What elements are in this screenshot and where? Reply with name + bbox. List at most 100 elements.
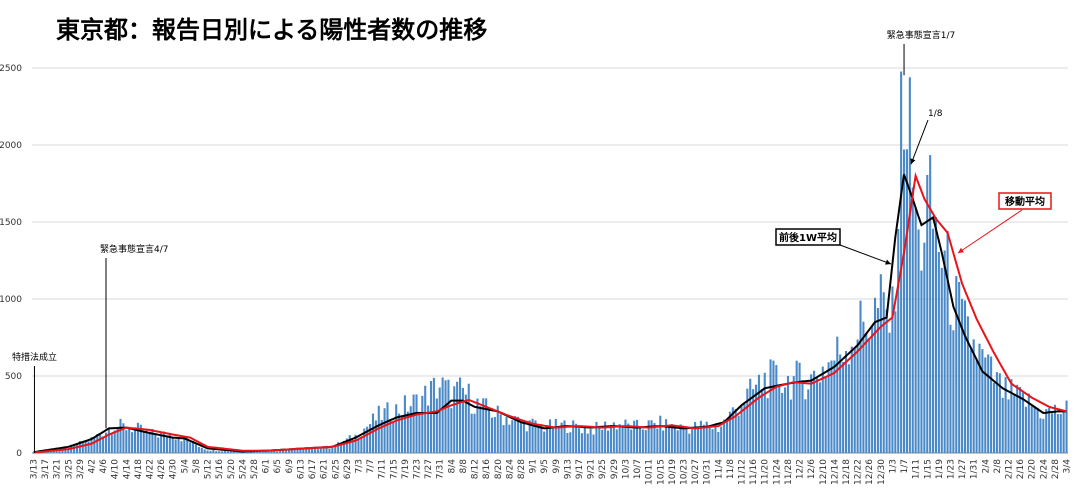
bar (1021, 392, 1025, 453)
bar (418, 414, 421, 453)
bar (467, 383, 470, 453)
bar (519, 422, 523, 453)
x-tick-label: 5/12 (204, 459, 214, 479)
x-tick-label: 7/27 (424, 459, 434, 479)
bar (868, 338, 871, 453)
x-tick-label: 11/24 (772, 459, 782, 485)
bar (702, 424, 705, 453)
bar (87, 441, 90, 453)
bar (319, 447, 322, 453)
bar (711, 429, 714, 453)
bar (1039, 418, 1042, 453)
y-tick-label: 2500 (0, 64, 22, 74)
bar (995, 372, 998, 453)
bar (151, 428, 154, 453)
bar (241, 452, 244, 453)
legend-arrowhead-moving-average (958, 247, 964, 253)
bar (621, 426, 624, 453)
bar (84, 440, 87, 453)
x-tick-label: 8/12 (471, 459, 481, 479)
x-tick-label: 3/29 (76, 459, 86, 479)
x-tick-label: 12/10 (819, 459, 829, 485)
bar (273, 451, 276, 453)
bar (818, 382, 821, 453)
bar (276, 451, 279, 453)
bar (432, 377, 435, 453)
bar (229, 451, 232, 453)
bar (342, 440, 346, 453)
bar (299, 448, 302, 453)
bar (688, 433, 691, 453)
x-tick-label: 5/8 (192, 459, 202, 474)
bar (528, 420, 531, 453)
bar (807, 389, 810, 453)
bar (340, 443, 343, 453)
x-tick-label: 1/7 (900, 459, 910, 473)
bar (865, 333, 868, 453)
bar (145, 428, 148, 453)
bar (305, 447, 308, 453)
bar (577, 428, 581, 453)
bar (557, 426, 560, 453)
bar (125, 430, 128, 453)
bar (409, 406, 412, 453)
bar (723, 419, 726, 453)
bar (897, 229, 900, 453)
x-tick-label: 2/28 (1051, 459, 1061, 479)
bar (653, 423, 656, 453)
bar (406, 411, 409, 453)
x-tick-label: 9/21 (587, 459, 597, 479)
x-tick-label: 3/13 (29, 459, 39, 479)
bar (424, 385, 427, 453)
bar (804, 399, 807, 453)
x-tick-label: 5/28 (250, 459, 260, 479)
bar (554, 418, 557, 453)
x-tick-label: 11/4 (714, 459, 724, 479)
x-tick-label: 12/18 (842, 459, 852, 485)
bar (334, 445, 337, 453)
bar (659, 415, 662, 453)
x-tick-label: 3/17 (41, 459, 51, 479)
bar (96, 434, 99, 453)
bar (708, 427, 711, 453)
bar (618, 424, 621, 453)
bar (104, 432, 108, 453)
bar (302, 448, 305, 453)
x-tick-label: 8/8 (459, 459, 469, 474)
bar (113, 430, 116, 453)
bar (102, 436, 105, 453)
bar (119, 418, 122, 453)
bar (606, 430, 610, 453)
x-tick-label: 7/7 (366, 459, 376, 473)
bar (93, 436, 96, 453)
bar (264, 451, 267, 453)
bar (154, 435, 157, 453)
bar (757, 374, 760, 453)
x-tick-label: 12/14 (830, 459, 840, 485)
x-tick-label: 10/31 (703, 459, 713, 485)
bar (946, 230, 949, 453)
x-tick-label: 4/14 (122, 459, 132, 479)
bar (226, 451, 229, 453)
bar (694, 421, 697, 453)
x-tick-label: 10/19 (668, 459, 678, 485)
bar (992, 382, 996, 453)
x-tick-label: 7/15 (389, 459, 399, 479)
bar (856, 339, 859, 453)
bar (499, 414, 502, 453)
bar (929, 155, 932, 453)
bar (142, 431, 145, 453)
bar (403, 395, 406, 453)
x-tick-label: 2/24 (1039, 459, 1049, 479)
bar (255, 451, 258, 453)
bar (862, 321, 865, 453)
x-tick-label: 4/26 (157, 459, 167, 479)
bar (415, 394, 418, 453)
bar (630, 429, 633, 453)
bar (731, 407, 734, 453)
bar (560, 422, 563, 453)
bar (821, 366, 824, 453)
x-tick-label: 1/3 (888, 459, 898, 473)
bar (604, 421, 607, 453)
bar (514, 416, 517, 453)
